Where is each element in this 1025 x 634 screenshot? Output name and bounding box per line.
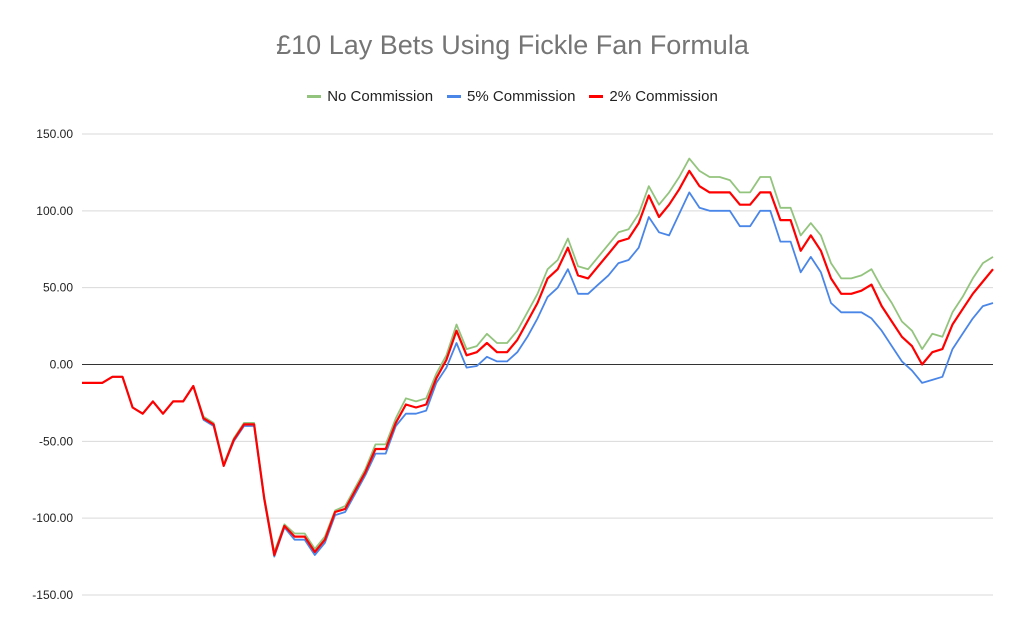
legend-swatch-2pct-commission — [589, 95, 604, 98]
series-line-no-commission — [82, 157, 994, 553]
legend-item-5pct-commission: 5% Commission — [447, 88, 575, 105]
y-tick-label: 50.00 — [43, 281, 73, 295]
chart-title: £10 Lay Bets Using Fickle Fan Formula — [276, 30, 749, 60]
series-line-2-commission — [82, 169, 994, 557]
legend: No Commission 5% Commission 2% Commissio… — [0, 88, 1025, 105]
series-line-5-commission — [82, 191, 994, 558]
legend-item-no-commission: No Commission — [307, 88, 433, 105]
y-tick-label: 150.00 — [36, 127, 73, 141]
y-tick-label: 100.00 — [36, 204, 73, 218]
y-tick-label: 0.00 — [50, 358, 74, 372]
y-tick-label: -100.00 — [32, 511, 73, 525]
legend-swatch-no-commission — [307, 95, 322, 98]
legend-label-2pct-commission: 2% Commission — [609, 88, 718, 105]
legend-label-no-commission: No Commission — [327, 88, 434, 105]
y-tick-label: -50.00 — [39, 434, 73, 448]
legend-label-5pct-commission: 5% Commission — [467, 88, 576, 105]
y-tick-label: -150.00 — [32, 588, 73, 602]
legend-item-2pct-commission: 2% Commission — [589, 88, 718, 105]
legend-swatch-5pct-commission — [447, 95, 462, 98]
